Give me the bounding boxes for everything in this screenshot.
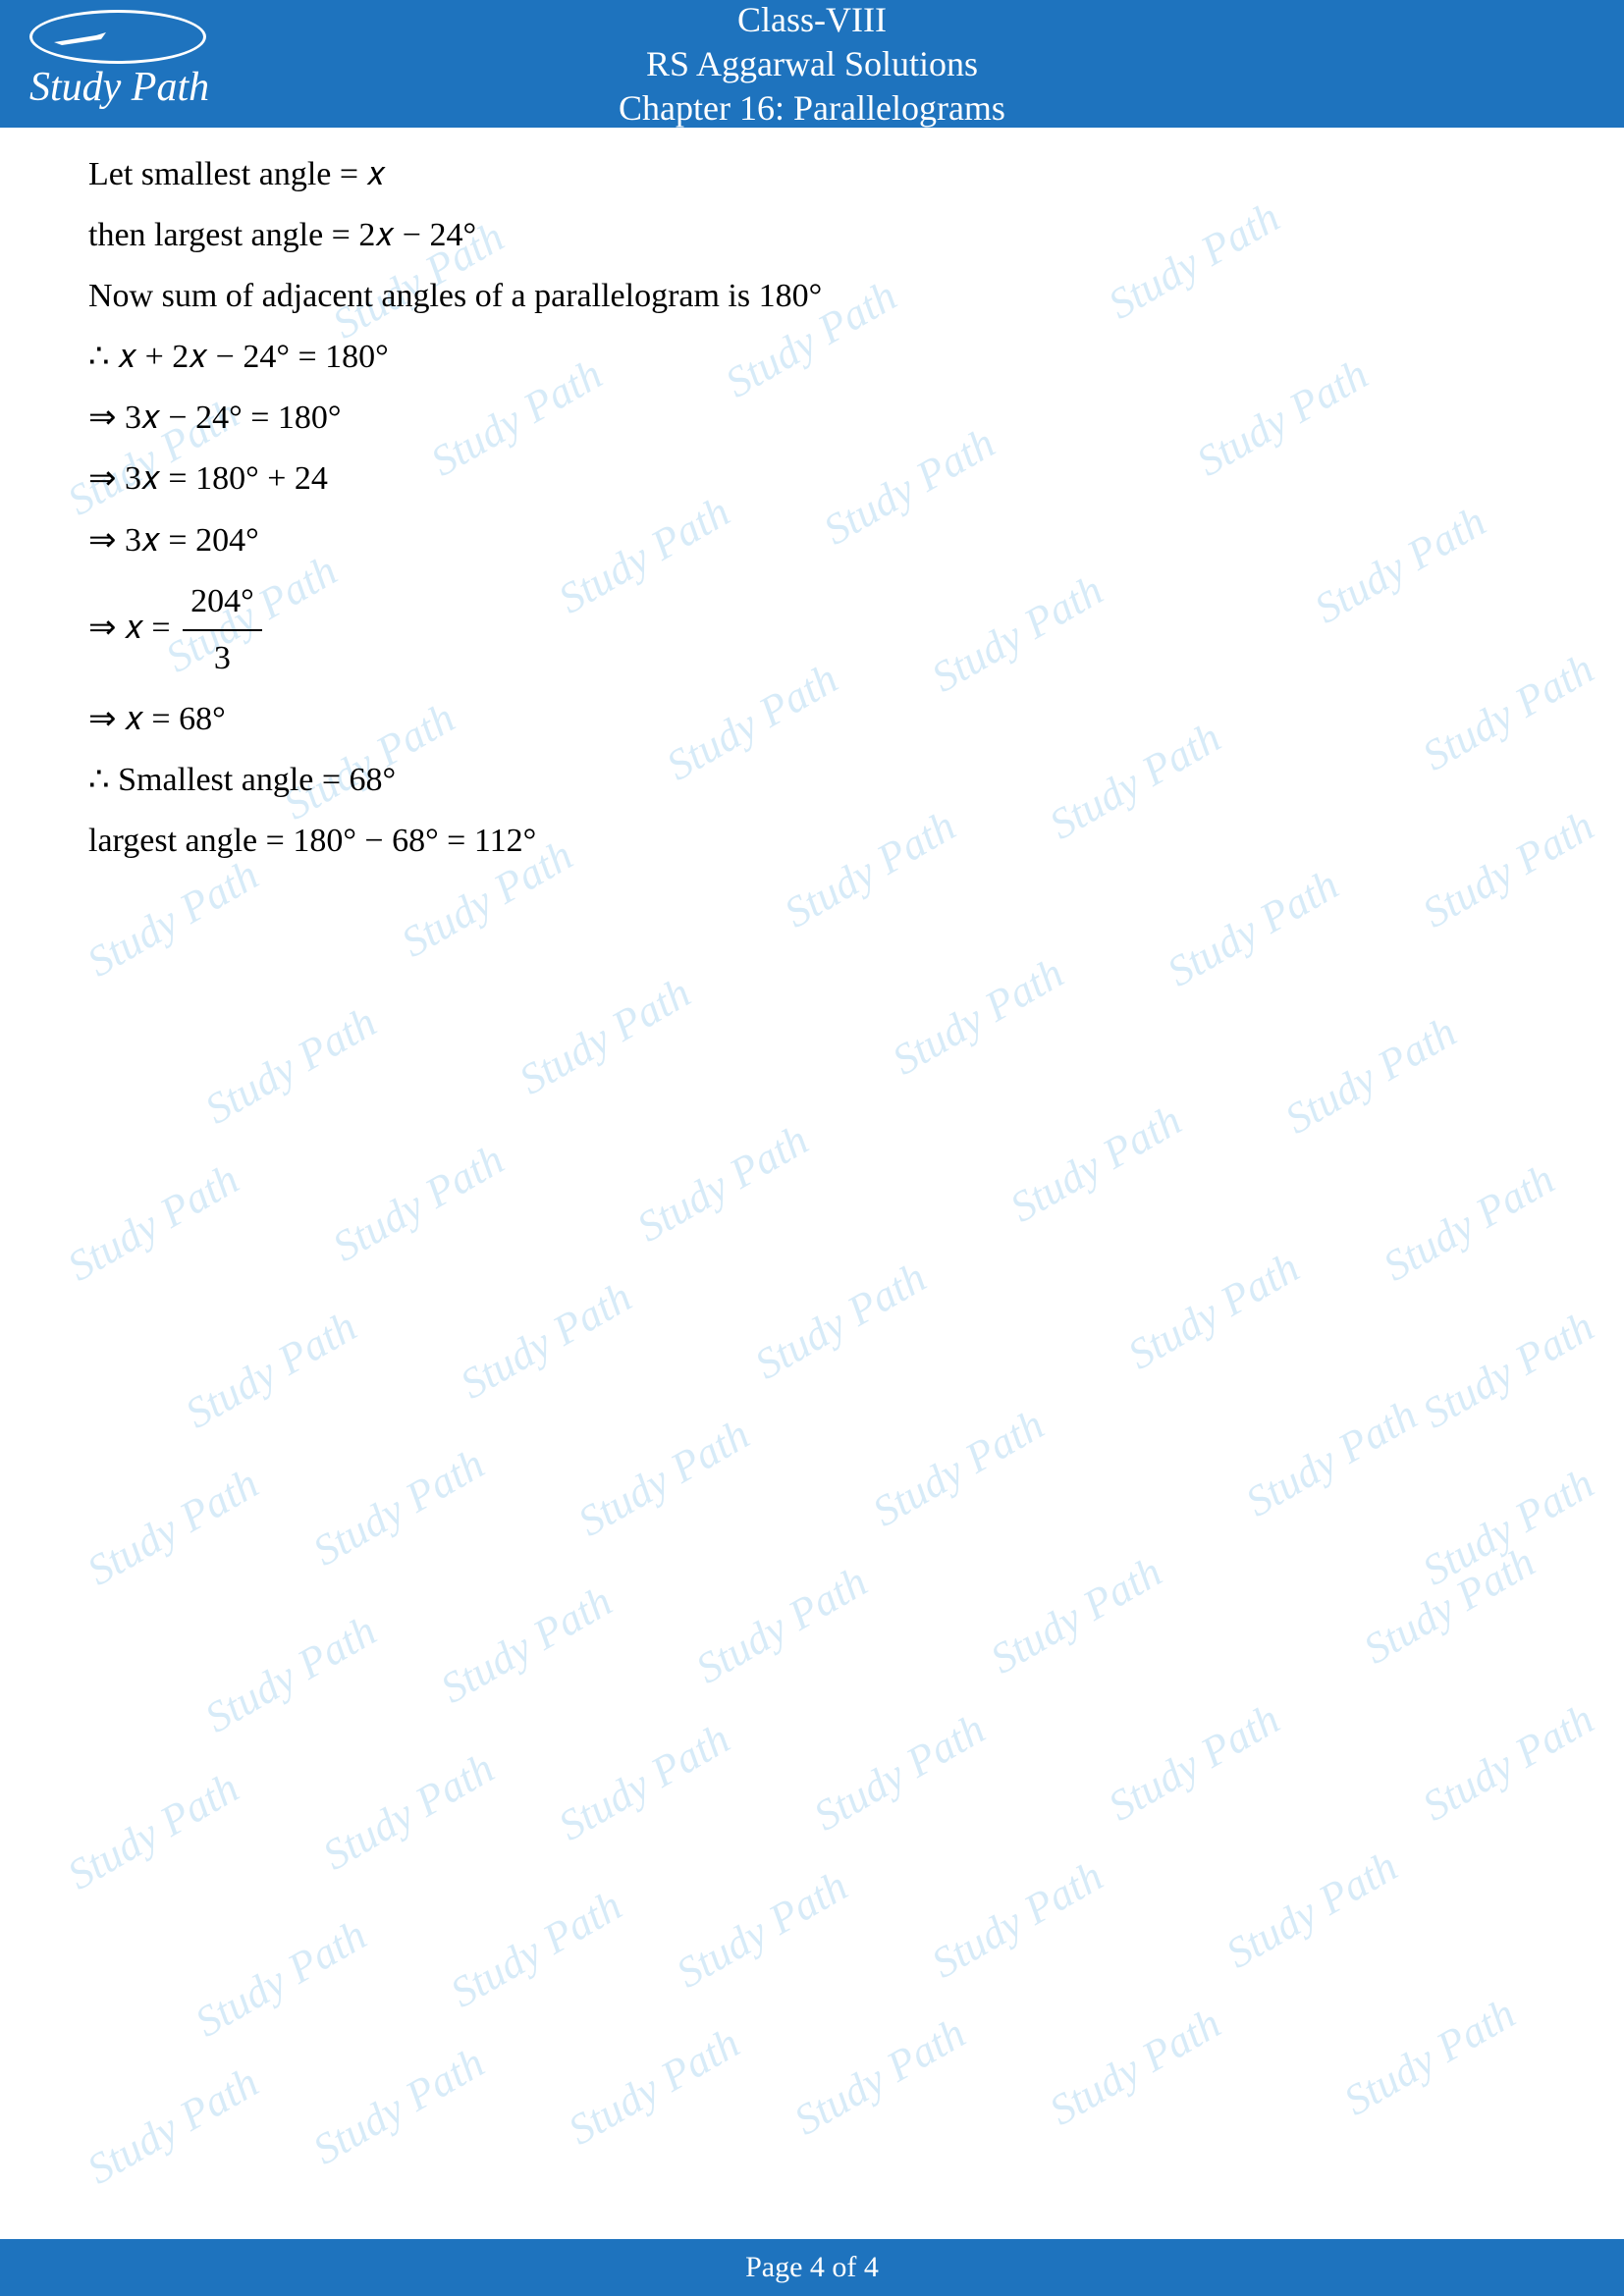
watermark-text: Study Path: [560, 2017, 748, 2155]
content-area: Let smallest angle = 𝑥 then largest angle…: [0, 128, 1624, 894]
watermark-text: Study Path: [59, 1153, 247, 1291]
watermark-text: Study Path: [1414, 1693, 1602, 1831]
watermark-text: Study Path: [746, 1252, 935, 1389]
watermark-text: Study Path: [1001, 1095, 1190, 1232]
numerator: 204°: [183, 574, 262, 631]
watermark-text: Study Path: [304, 2037, 493, 2174]
logo-text: Study Path: [29, 64, 209, 111]
watermark-text: Study Path: [884, 947, 1072, 1085]
watermark-text: Study Path: [785, 2007, 974, 2145]
watermark-text: Study Path: [452, 1271, 640, 1409]
watermark-text: Study Path: [79, 1458, 267, 1595]
denominator: 3: [183, 631, 262, 686]
chapter-title: Chapter 16: Parallelograms: [29, 86, 1595, 131]
solution-line: ⇒ 3𝑥 = 180° + 24: [88, 452, 1536, 507]
watermark-text: Study Path: [1119, 1242, 1308, 1379]
watermark-text: Study Path: [550, 1713, 738, 1850]
watermark-text: Study Path: [1237, 1389, 1426, 1526]
watermark-text: Study Path: [196, 996, 385, 1134]
book-title: RS Aggarwal Solutions: [29, 42, 1595, 86]
page-footer: Page 4 of 4: [0, 2239, 1624, 2296]
solution-line: ⇒ 3𝑥 − 24° = 180°: [88, 391, 1536, 446]
watermark-text: Study Path: [982, 1546, 1170, 1683]
fraction: 204° 3: [183, 574, 262, 686]
solution-line: then largest angle = 2𝑥 − 24°: [88, 208, 1536, 263]
watermark-text: Study Path: [1414, 1301, 1602, 1438]
solution-line: ∴ 𝑥 + 2𝑥 − 24° = 180°: [88, 330, 1536, 385]
watermark-text: Study Path: [1041, 1998, 1229, 2135]
watermark-text: Study Path: [1276, 1006, 1465, 1144]
watermark-text: Study Path: [196, 1605, 385, 1742]
watermark-text: Study Path: [79, 2056, 267, 2194]
watermark-text: Study Path: [432, 1575, 621, 1713]
logo-oval: [29, 10, 206, 64]
watermark-text: Study Path: [687, 1556, 876, 1693]
watermark-text: Study Path: [59, 1762, 247, 1899]
solution-line: ⇒ 3𝑥 = 204°: [88, 513, 1536, 568]
solution-lines-before: Let smallest angle = 𝑥 then largest angle…: [88, 147, 1536, 568]
watermark-text: Study Path: [1414, 1458, 1602, 1595]
watermark-text: Study Path: [304, 1438, 493, 1575]
solution-line: ⇒ 𝑥 = 68°: [88, 692, 1536, 747]
solution-line: largest angle = 180° − 68° = 112°: [88, 814, 1536, 869]
watermark-text: Study Path: [1218, 1841, 1406, 1978]
watermark-text: Study Path: [864, 1399, 1053, 1536]
watermark-text: Study Path: [668, 1860, 856, 1998]
fraction-prefix: ⇒ 𝑥 =: [88, 610, 179, 646]
watermark-text: Study Path: [1355, 1536, 1543, 1674]
watermark-text: Study Path: [923, 1850, 1111, 1988]
page-number: Page 4 of 4: [745, 2251, 879, 2283]
solution-lines-after: ⇒ 𝑥 = 68° ∴ Smallest angle = 68° largest a…: [88, 692, 1536, 869]
watermark-text: Study Path: [1335, 1988, 1524, 2125]
watermark-text: Study Path: [314, 1742, 503, 1880]
solution-line: Let smallest angle = 𝑥: [88, 147, 1536, 202]
watermark-text: Study Path: [569, 1409, 758, 1546]
header-titles: Class-VIII RS Aggarwal Solutions Chapter…: [29, 0, 1595, 131]
watermark-text: Study Path: [177, 1301, 365, 1438]
watermark-text: Study Path: [511, 967, 699, 1104]
watermark-text: Study Path: [442, 1880, 630, 2017]
class-label: Class-VIII: [29, 0, 1595, 42]
page-header: Study Path Class-VIII RS Aggarwal Soluti…: [0, 0, 1624, 128]
fraction-line: ⇒ 𝑥 = 204° 3: [88, 574, 1536, 686]
watermark-text: Study Path: [1100, 1693, 1288, 1831]
watermark-text: Study Path: [805, 1703, 994, 1841]
watermark-text: Study Path: [324, 1134, 513, 1271]
pen-icon: [52, 27, 111, 47]
watermark-text: Study Path: [628, 1114, 817, 1252]
logo: Study Path: [29, 10, 209, 111]
solution-line: ∴ Smallest angle = 68°: [88, 753, 1536, 808]
watermark-text: Study Path: [187, 1909, 375, 2047]
watermark-text: Study Path: [1375, 1153, 1563, 1291]
solution-line: Now sum of adjacent angles of a parallel…: [88, 269, 1536, 324]
